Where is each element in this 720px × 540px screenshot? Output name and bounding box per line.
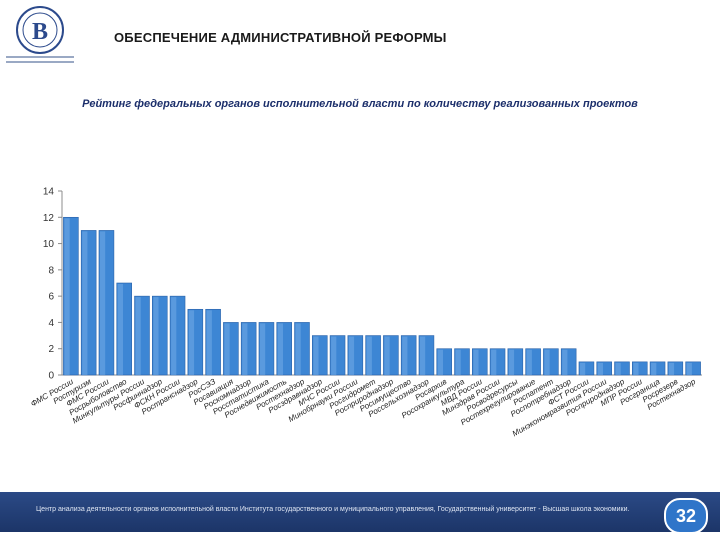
- bar-highlight: [135, 297, 141, 375]
- bar: [614, 361, 630, 376]
- bar-highlight: [526, 349, 532, 375]
- y-tick-label: 10: [43, 239, 55, 250]
- bar: [116, 282, 132, 376]
- bar: [187, 308, 204, 376]
- bar-highlight: [633, 362, 639, 375]
- bar: [134, 295, 150, 376]
- bar: [400, 335, 417, 376]
- bar: [223, 322, 239, 376]
- bar: [685, 361, 701, 376]
- bar-highlight: [242, 323, 248, 375]
- bar: [240, 322, 257, 376]
- logo-caption-lines: [6, 56, 74, 66]
- bar: [596, 361, 612, 376]
- bar-highlight: [668, 362, 675, 375]
- bar: [472, 348, 488, 376]
- bar-highlight: [206, 310, 212, 375]
- y-tick-label: 6: [48, 292, 54, 303]
- chart-title: Рейтинг федеральных органов исполнительн…: [82, 98, 638, 110]
- bar-highlight: [153, 297, 159, 375]
- bar-highlight: [579, 362, 586, 375]
- bar: [294, 322, 310, 376]
- bar-highlight: [99, 231, 106, 375]
- bar: [525, 348, 541, 376]
- bar-highlight: [402, 336, 408, 375]
- bar-highlight: [313, 336, 319, 375]
- y-tick-label: 14: [43, 187, 55, 198]
- bar: [258, 322, 275, 376]
- bar: [365, 335, 381, 376]
- bar: [418, 335, 435, 376]
- bar: [383, 335, 399, 376]
- bar: [543, 348, 559, 376]
- bar-highlight: [455, 349, 461, 375]
- bar-highlight: [597, 362, 603, 375]
- bar-highlight: [117, 284, 123, 375]
- bar: [329, 335, 346, 376]
- bar-highlight: [348, 336, 355, 375]
- footer-bar: [0, 492, 720, 532]
- bar-highlight: [64, 218, 70, 375]
- page-number-badge: 32: [664, 498, 708, 534]
- y-tick-label: 0: [48, 371, 54, 382]
- bar-highlight: [384, 336, 390, 375]
- bar-highlight: [615, 362, 621, 375]
- bar-highlight: [331, 336, 337, 375]
- bar-highlight: [224, 323, 230, 375]
- bar-highlight: [366, 336, 372, 375]
- y-tick-label: 12: [43, 213, 55, 224]
- bar-highlight: [562, 349, 568, 375]
- bar-highlight: [491, 349, 497, 375]
- bar: [169, 295, 186, 376]
- bar: [63, 216, 79, 376]
- bar: [560, 348, 577, 376]
- bar: [152, 295, 168, 376]
- page-title: ОБЕСПЕЧЕНИЕ АДМИНИСТРАТИВНОЙ РЕФОРМЫ: [114, 30, 447, 45]
- bar-highlight: [259, 323, 266, 375]
- bar: [507, 348, 524, 376]
- y-tick-label: 8: [48, 265, 54, 276]
- bar-highlight: [188, 310, 195, 375]
- bar: [98, 230, 115, 376]
- bar: [578, 361, 595, 376]
- bar-highlight: [544, 349, 550, 375]
- bar-highlight: [171, 297, 177, 375]
- bar-highlight: [437, 349, 443, 375]
- bar: [667, 361, 684, 376]
- bar-highlight: [419, 336, 426, 375]
- y-tick-label: 2: [48, 344, 54, 355]
- bar-highlight: [82, 231, 88, 375]
- y-tick-label: 4: [48, 318, 54, 329]
- bar: [454, 348, 470, 376]
- bar-highlight: [651, 362, 657, 375]
- university-logo: В: [16, 6, 64, 54]
- bar: [312, 335, 328, 376]
- footer-text: Центр анализа деятельности органов испол…: [36, 506, 630, 513]
- bar: [436, 348, 452, 376]
- bar: [80, 230, 97, 376]
- bar: [489, 348, 506, 376]
- svg-text:В: В: [32, 19, 48, 45]
- bar: [276, 322, 292, 376]
- bar-highlight: [508, 349, 515, 375]
- bar-highlight: [473, 349, 479, 375]
- bar: [632, 361, 648, 376]
- bar: [347, 335, 364, 376]
- bar-highlight: [277, 323, 283, 375]
- bar: [649, 361, 666, 376]
- bar-highlight: [686, 362, 692, 375]
- bar: [205, 308, 221, 376]
- bar-highlight: [295, 323, 301, 375]
